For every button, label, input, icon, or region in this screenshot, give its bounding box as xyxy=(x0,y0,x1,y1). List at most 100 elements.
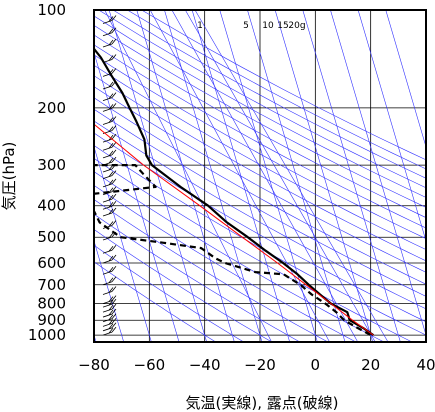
wind-barb-staff xyxy=(102,154,113,159)
wind-barb-staff xyxy=(102,259,113,264)
wind-barb-flag xyxy=(108,93,114,99)
wind-barb-flag xyxy=(108,171,114,177)
wind-barb-flag xyxy=(111,186,117,192)
wind-barb-flag xyxy=(111,318,117,324)
mixing-ratio-label: 1 xyxy=(197,21,203,31)
dry-adiabat-line xyxy=(94,25,426,208)
mixing-ratio-line xyxy=(185,10,376,342)
wind-barb-flag xyxy=(111,149,117,156)
wind-barb-flag xyxy=(111,207,117,214)
wind-barb-flag xyxy=(111,308,117,315)
isotherm-line xyxy=(302,10,401,342)
wind-barb-staff xyxy=(102,318,113,323)
wind-barb-staff xyxy=(102,85,113,90)
wind-barb-staff xyxy=(102,107,113,112)
mixing-ratio-line xyxy=(149,10,330,342)
wind-barb-flag xyxy=(108,187,114,193)
wind-barb-flag xyxy=(108,314,114,321)
isotherm-line xyxy=(247,10,346,342)
wind-barb-flag xyxy=(108,150,114,157)
wind-barb-flag xyxy=(111,295,117,301)
x-tick-label: −20 xyxy=(244,356,276,374)
wind-barb-flag xyxy=(111,313,117,320)
wind-barb-flag xyxy=(108,39,114,46)
wind-barb-flag xyxy=(108,194,114,201)
mixing-ratio-label: 10 xyxy=(262,21,274,31)
y-tick-label: 700 xyxy=(37,276,66,294)
dry-adiabat-line xyxy=(94,97,426,285)
wind-barb-flag xyxy=(111,178,117,185)
wind-barb-staff xyxy=(102,32,113,37)
dry-adiabat-line xyxy=(94,213,301,342)
wind-barb-flag xyxy=(111,141,117,148)
dry-adiabat-line xyxy=(112,10,426,179)
dry-adiabat-line xyxy=(94,54,426,239)
wind-barb-flag xyxy=(108,104,114,110)
wind-barb-flag xyxy=(108,255,114,262)
wind-barb-flag xyxy=(108,232,114,239)
wind-barb-flag xyxy=(108,55,114,61)
y-tick-label: 600 xyxy=(37,254,66,272)
dry-adiabat-line xyxy=(94,132,426,323)
wind-barb-staff xyxy=(102,281,113,286)
wind-barb-flag xyxy=(111,92,117,98)
wind-barb-flag xyxy=(111,326,117,333)
mixing-ratio-labels: 1 5 10 15 20g xyxy=(197,21,305,31)
wind-barb-flag xyxy=(111,27,117,33)
mixing-ratio-label: 5 xyxy=(243,21,249,31)
wind-barb-flag xyxy=(111,244,117,251)
x-tick-label: −80 xyxy=(78,356,110,374)
wind-barb-staff xyxy=(102,146,113,151)
wind-barb-flag xyxy=(108,28,114,34)
wind-barb-staff xyxy=(102,43,113,48)
wind-barb-flag xyxy=(111,286,117,292)
x-tick-labels: −80 −60 −40 −20 0 20 40 xyxy=(78,356,435,374)
x-tick-label: 40 xyxy=(416,356,435,374)
y-tick-label: 500 xyxy=(37,228,66,246)
wind-barb-flag xyxy=(111,193,117,200)
y-axis-title: 気圧(hPa) xyxy=(0,142,18,211)
mixing-ratio-line xyxy=(194,10,389,342)
wind-barb-flag xyxy=(111,322,117,329)
wind-barb-staff xyxy=(102,138,113,143)
wind-barb-flag xyxy=(108,208,114,215)
wind-barb-staff xyxy=(102,121,113,125)
dry-adiabat-line xyxy=(141,10,426,161)
wind-barb-flag xyxy=(108,299,114,306)
wind-barb-staff xyxy=(102,291,113,295)
wind-barb-flag xyxy=(111,125,117,131)
isotherm-line xyxy=(330,10,426,337)
dry-adiabat-line xyxy=(94,44,426,229)
dry-adiabat-line xyxy=(94,157,413,342)
wind-barb-staff xyxy=(102,175,113,179)
dry-adiabat-line xyxy=(94,244,244,342)
wind-barb-staff xyxy=(102,183,113,188)
isotherm-line xyxy=(385,10,426,148)
wind-barb-flag xyxy=(108,304,114,311)
isotherm-line xyxy=(136,10,235,342)
wind-barb-staff xyxy=(102,270,113,275)
x-tick-label: 0 xyxy=(311,356,321,374)
wind-barb-flag xyxy=(108,221,114,227)
x-axis-title: 気温(実線), 露点(破線) xyxy=(186,394,339,412)
wind-barb-staff xyxy=(102,322,113,327)
wind-barb-staff xyxy=(102,20,113,24)
wind-barb-flag xyxy=(111,200,117,207)
x-tick-label: 20 xyxy=(361,356,380,374)
wind-barb-flag xyxy=(108,81,114,88)
dry-adiabat-line xyxy=(94,34,426,218)
dry-adiabat-line xyxy=(94,261,216,342)
wind-barb-staff xyxy=(102,97,113,102)
wind-barb-flag xyxy=(108,117,114,123)
wind-barb-flag xyxy=(108,16,114,22)
isotherm-line xyxy=(164,10,263,342)
mixing-ratio-line xyxy=(104,10,272,342)
wind-barb-staff xyxy=(102,249,113,254)
wind-barb-staff xyxy=(102,327,113,332)
wind-barb-staff xyxy=(102,236,113,241)
dewpoint-line xyxy=(94,164,372,337)
wind-barb-flag xyxy=(108,179,114,186)
guide-lines xyxy=(94,10,426,342)
dry-adiabat-line xyxy=(94,185,357,342)
wind-barb-staff xyxy=(102,205,113,210)
